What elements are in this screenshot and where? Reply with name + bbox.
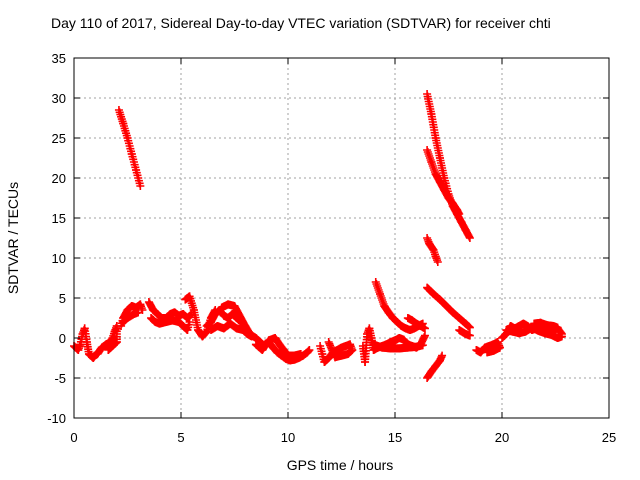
series-seg27 — [530, 318, 562, 332]
series-seg07 — [147, 314, 194, 334]
x-tick-label: 5 — [177, 430, 184, 445]
data-point — [465, 234, 474, 242]
y-tick-label: 35 — [52, 51, 66, 66]
series-seg22 — [455, 326, 474, 340]
data-point — [557, 332, 566, 341]
y-tick-label: 25 — [52, 131, 66, 146]
series-seg24 — [472, 338, 504, 357]
data-point — [305, 346, 314, 354]
x-tick-label: 25 — [602, 430, 616, 445]
data-point — [433, 258, 442, 266]
y-tick-label: 0 — [59, 331, 66, 346]
data-points — [70, 90, 566, 382]
data-point — [483, 348, 492, 357]
series-seg15 — [369, 340, 427, 353]
x-tick-label: 15 — [388, 430, 402, 445]
series-seg17 — [403, 314, 429, 333]
series-seg19 — [423, 146, 464, 218]
series-seg04 — [119, 308, 143, 326]
series-seg23 — [423, 351, 447, 382]
data-point — [465, 323, 474, 332]
y-tick-label: 10 — [52, 251, 66, 266]
data-point — [418, 341, 427, 350]
series-seg12 — [251, 334, 305, 360]
data-point — [420, 324, 429, 333]
y-tick-label: -5 — [54, 371, 66, 386]
series-seg21 — [423, 283, 474, 332]
chart-title: Day 110 of 2017, Sidereal Day-to-day VTE… — [51, 15, 551, 31]
series-seg26 — [502, 323, 566, 342]
data-point — [138, 306, 147, 314]
data-point — [136, 182, 145, 190]
data-point — [185, 318, 194, 326]
plot-frame — [73, 57, 610, 419]
y-tick-label: 30 — [52, 91, 66, 106]
y-tick-label: 5 — [59, 291, 66, 306]
grid-lines — [74, 58, 609, 418]
series-seg13 — [316, 338, 357, 366]
data-point — [420, 331, 429, 340]
data-point — [324, 338, 333, 346]
data-point — [134, 308, 143, 317]
data-point — [455, 210, 464, 218]
x-axis-label: GPS time / hours — [287, 457, 394, 473]
y-tick-label: -10 — [47, 411, 66, 426]
series-seg20 — [423, 234, 442, 266]
data-point — [217, 303, 226, 312]
data-point — [104, 346, 113, 354]
y-tick-label: 15 — [52, 211, 66, 226]
series-seg05 — [114, 106, 145, 190]
series-seg16 — [371, 278, 427, 334]
series-seg06 — [144, 298, 196, 322]
data-point — [465, 331, 474, 340]
x-tick-label: 20 — [495, 430, 509, 445]
x-tick-label: 10 — [281, 430, 295, 445]
data-point — [438, 351, 447, 360]
x-tick-label: 0 — [70, 430, 77, 445]
data-point — [553, 323, 562, 332]
y-tick-label: 20 — [52, 171, 66, 186]
axis-ticks: 0 5 10 15 20 25 -10 -5 0 5 10 15 20 25 30 35 — [47, 51, 616, 445]
y-axis-label: SDTVAR / TECUs — [5, 182, 21, 294]
data-point — [296, 350, 305, 358]
series-seg02 — [93, 322, 121, 358]
